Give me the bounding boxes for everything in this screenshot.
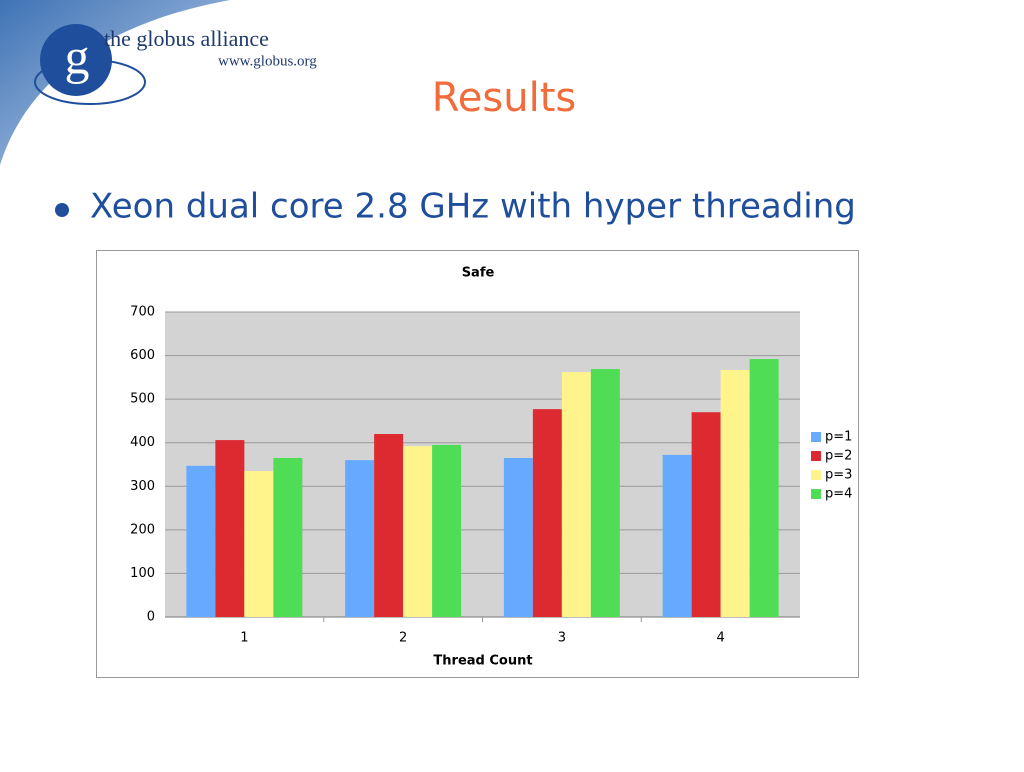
x-axis-title: Thread Count: [433, 654, 532, 669]
y-tick-label: 600: [130, 348, 155, 363]
legend-label: p=4: [825, 487, 852, 502]
bar: [503, 457, 533, 617]
bar: [403, 446, 433, 617]
y-tick-label: 100: [130, 566, 155, 581]
bullet-text: Xeon dual core 2.8 GHz with hyper thread…: [90, 187, 856, 227]
legend-swatch: [811, 470, 821, 480]
bar: [432, 444, 462, 617]
bar: [749, 359, 779, 617]
logo-url: www.globus.org: [218, 53, 317, 69]
bar: [215, 440, 245, 617]
bar: [561, 372, 591, 617]
logo-name: the globus alliance: [104, 26, 269, 51]
x-tick-label: 4: [716, 631, 724, 646]
y-tick-label: 700: [130, 305, 155, 320]
bar: [345, 460, 375, 617]
y-tick-label: 0: [147, 610, 155, 625]
bar: [532, 409, 562, 617]
y-tick-label: 500: [130, 392, 155, 407]
bar: [691, 412, 721, 617]
bar: [374, 434, 404, 617]
legend-label: p=3: [825, 468, 852, 483]
legend-swatch: [811, 489, 821, 499]
x-tick-label: 2: [399, 631, 407, 646]
bar: [273, 457, 303, 617]
y-tick-label: 400: [130, 435, 155, 450]
legend-label: p=2: [825, 449, 852, 464]
logo-letter: g: [65, 28, 90, 84]
bar: [720, 369, 750, 617]
slide-title: Results: [432, 75, 576, 121]
legend-swatch: [811, 451, 821, 461]
bullet-dot: [55, 203, 69, 217]
y-tick-label: 200: [130, 522, 155, 537]
legend-label: p=1: [825, 430, 852, 445]
bar: [590, 369, 620, 617]
x-tick-label: 1: [240, 631, 248, 646]
x-tick-label: 3: [558, 631, 566, 646]
bar: [662, 454, 692, 617]
y-tick-label: 300: [130, 479, 155, 494]
legend-swatch: [811, 432, 821, 442]
logo-orbit: [34, 59, 146, 105]
bar: [244, 471, 274, 617]
bar: [186, 465, 216, 617]
chart-title: Safe: [462, 266, 495, 281]
